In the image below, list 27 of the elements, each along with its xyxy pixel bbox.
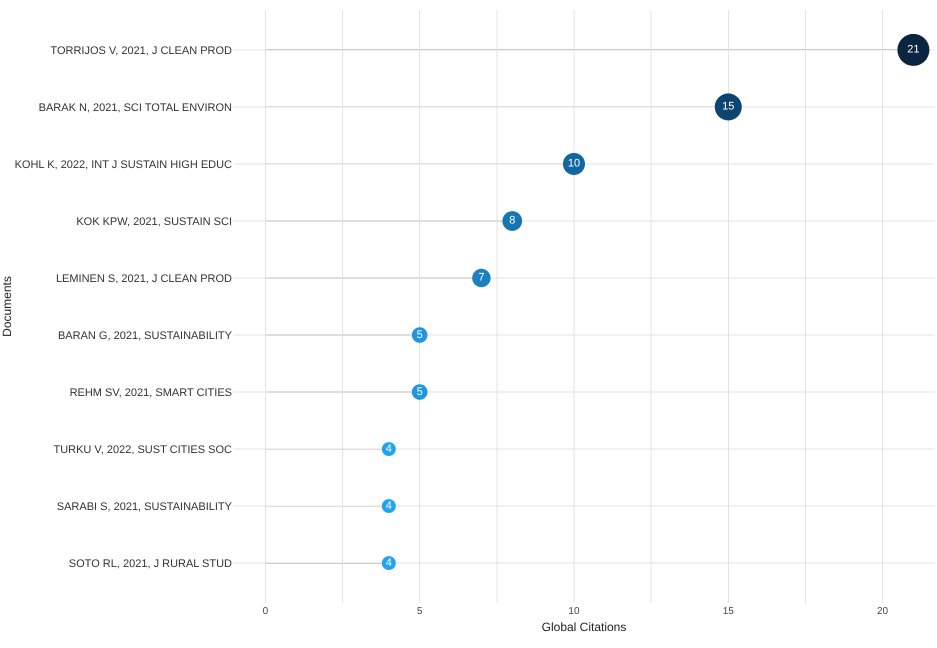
y-tick-label: BARAK N, 2021, SCI TOTAL ENVIRON [38,102,232,114]
data-label: 5 [416,328,423,341]
y-tick-label: KOHL K, 2022, INT J SUSTAIN HIGH EDUC [14,158,232,171]
data-label: 21 [907,44,920,56]
data-label: 4 [386,500,392,512]
x-tick-label: 15 [722,606,734,617]
data-label: 15 [722,100,734,113]
y-tick-label: TURKU V, 2022, SUST CITIES SOC [53,444,232,456]
data-label: 10 [568,158,580,170]
y-tick-label: SOTO RL, 2021, J RURAL STUD [68,558,232,570]
y-tick-label: LEMINEN S, 2021, J CLEAN PROD [56,272,232,285]
x-axis-title: Global Citations [542,620,626,634]
x-tick-label: 10 [568,606,580,617]
data-label: 4 [386,556,392,569]
y-tick-label: KOK KPW, 2021, SUSTAIN SCI [76,216,232,228]
data-label: 7 [478,272,484,284]
x-tick-label: 20 [876,606,889,617]
data-label: 8 [509,214,516,227]
x-tick-label: 5 [416,606,423,617]
y-tick-label: SARABI S, 2021, SUSTAINABILITY [56,500,233,513]
y-tick-label: BARAN G, 2021, SUSTAINABILITY [58,330,233,342]
y-tick-label: TORRIJOS V, 2021, J CLEAN PROD [50,44,232,57]
y-tick-label: REHM SV, 2021, SMART CITIES [70,386,232,399]
data-label: 5 [416,386,423,398]
y-axis-title: Documents [0,276,14,337]
x-tick-label: 0 [262,606,269,617]
data-label: 4 [386,442,392,455]
